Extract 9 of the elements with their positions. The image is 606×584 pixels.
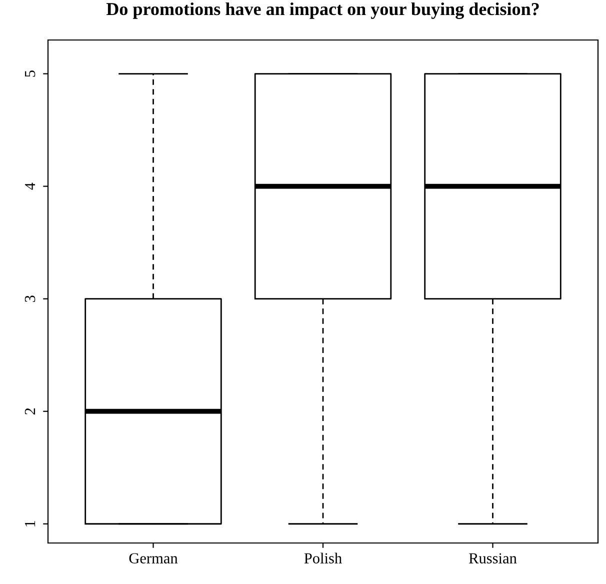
- y-tick-label: 2: [24, 408, 36, 414]
- chart-title: Do promotions have an impact on your buying decision?: [106, 2, 539, 19]
- y-tick-label: 4: [24, 182, 36, 190]
- y-tick-label: 5: [25, 70, 36, 77]
- x-tick-label: Russian: [469, 553, 517, 564]
- y-tick-label: 1: [24, 520, 36, 526]
- x-tick-label: Polish: [304, 552, 342, 564]
- x-tick-label: German: [129, 553, 178, 564]
- y-tick-label: 3: [24, 296, 36, 302]
